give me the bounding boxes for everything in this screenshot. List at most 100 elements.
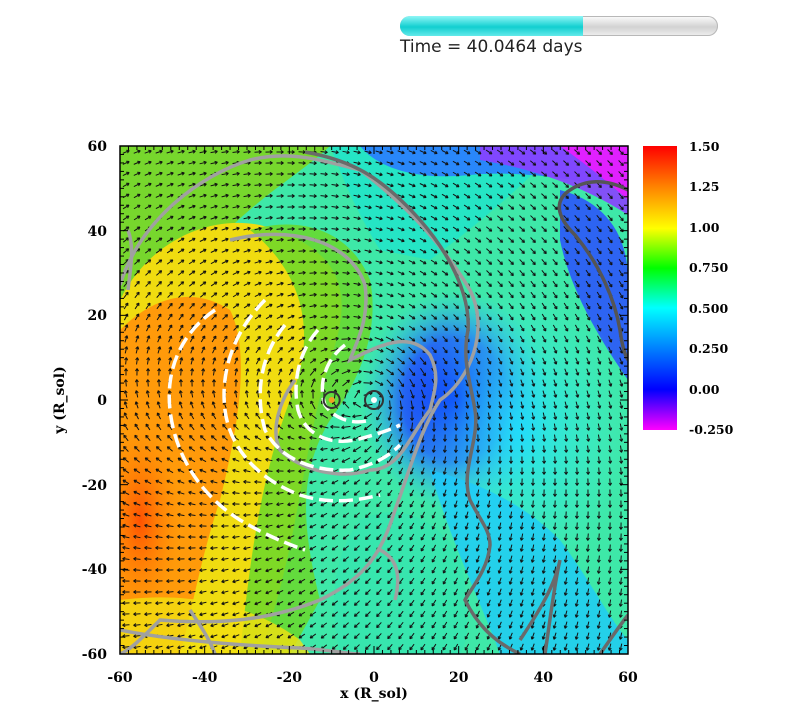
velocity-vector <box>509 511 513 519</box>
velocity-vector <box>364 445 372 453</box>
velocity-vector-head <box>543 272 547 277</box>
velocity-vector-head <box>477 239 482 243</box>
velocity-vector-head <box>608 272 613 277</box>
velocity-vector-head <box>543 184 548 188</box>
velocity-vector-head <box>135 335 140 339</box>
velocity-vector-head <box>357 282 361 287</box>
velocity-vector <box>331 327 339 329</box>
velocity-vector <box>330 426 340 428</box>
velocity-vector <box>485 160 493 166</box>
velocity-vector <box>124 390 128 398</box>
velocity-vector <box>387 467 393 475</box>
velocity-vector-head <box>563 515 568 519</box>
velocity-vector-head <box>597 317 602 321</box>
velocity-vector <box>596 324 602 332</box>
velocity-vector-head <box>597 328 602 332</box>
velocity-vector <box>597 335 601 343</box>
velocity-vector <box>564 390 568 398</box>
velocity-vector-head <box>596 515 601 519</box>
velocity-vector-head <box>554 294 558 299</box>
velocity-vector <box>123 248 129 254</box>
velocity-vector-head <box>597 361 602 365</box>
velocity-vector-head <box>287 480 291 485</box>
velocity-vector <box>156 446 162 452</box>
velocity-vector <box>341 414 351 418</box>
velocity-vector <box>430 161 438 165</box>
velocity-vector-head <box>433 294 438 298</box>
velocity-vector-head <box>586 317 591 321</box>
velocity-vector <box>255 346 261 354</box>
velocity-vector-head <box>509 361 514 365</box>
velocity-vector-head <box>123 401 128 405</box>
velocity-vector-head <box>509 339 514 343</box>
velocity-vector-head <box>236 215 240 220</box>
velocity-vector <box>265 282 273 286</box>
velocity-vector-head <box>211 423 215 428</box>
velocity-vector-head <box>487 372 492 376</box>
velocity-vector-head <box>189 435 193 439</box>
velocity-vector-head <box>423 161 427 166</box>
velocity-vector-head <box>433 305 438 309</box>
velocity-vector <box>375 249 383 253</box>
velocity-vector <box>135 346 139 354</box>
velocity-vector-head <box>575 460 580 464</box>
velocity-vector <box>188 259 196 265</box>
velocity-vector-head <box>364 426 368 431</box>
velocity-vector <box>386 271 394 275</box>
velocity-vector <box>509 412 513 420</box>
velocity-vector-head <box>177 512 181 517</box>
velocity-vector-head <box>155 490 159 495</box>
velocity-vector-head <box>587 195 591 200</box>
velocity-vector-head <box>221 435 226 439</box>
velocity-vector <box>574 302 580 310</box>
velocity-vector <box>210 446 218 452</box>
velocity-vector <box>563 204 569 210</box>
velocity-vector <box>607 225 613 233</box>
velocity-vector <box>146 401 150 409</box>
velocity-vector-head <box>134 446 138 450</box>
velocity-vector <box>463 193 471 199</box>
velocity-vector-head <box>608 405 613 409</box>
velocity-vector <box>243 238 251 242</box>
velocity-vector <box>454 478 458 486</box>
velocity-vector <box>465 511 469 519</box>
velocity-vector <box>310 378 316 388</box>
velocity-vector-head <box>335 369 340 373</box>
velocity-vector <box>454 500 458 508</box>
velocity-vector <box>519 193 525 199</box>
velocity-vector-head <box>585 515 590 519</box>
velocity-vector <box>421 389 425 399</box>
velocity-vector-head <box>156 401 161 405</box>
velocity-vector <box>166 237 174 243</box>
velocity-vector-head <box>434 194 438 199</box>
velocity-vector <box>596 193 602 199</box>
velocity-vector-head <box>520 427 525 431</box>
velocity-vector-head <box>586 504 590 508</box>
velocity-vector-head <box>313 161 317 166</box>
velocity-vector <box>476 401 480 409</box>
velocity-vector <box>408 150 416 154</box>
velocity-vector-head <box>159 160 163 165</box>
velocity-vector-head <box>465 405 470 409</box>
velocity-vector <box>319 413 329 419</box>
velocity-vector <box>232 194 240 198</box>
velocity-vector-head <box>247 149 251 154</box>
velocity-vector-head <box>203 171 207 176</box>
velocity-vector <box>375 271 383 275</box>
velocity-vector <box>201 390 205 398</box>
velocity-vector <box>375 172 383 176</box>
velocity-vector <box>166 194 174 198</box>
velocity-vector-head <box>320 480 324 485</box>
velocity-vector-head <box>564 449 569 453</box>
velocity-vector-head <box>291 248 295 253</box>
velocity-vector <box>487 500 491 508</box>
velocity-vector <box>265 249 273 253</box>
velocity-vector-head <box>454 416 459 420</box>
velocity-vector <box>232 303 240 309</box>
velocity-vector-head <box>324 314 328 319</box>
velocity-vector <box>507 160 515 166</box>
velocity-vector-head <box>210 524 214 528</box>
velocity-vector-head <box>180 292 184 296</box>
velocity-vector-head <box>344 389 349 393</box>
velocity-vector <box>135 401 139 409</box>
